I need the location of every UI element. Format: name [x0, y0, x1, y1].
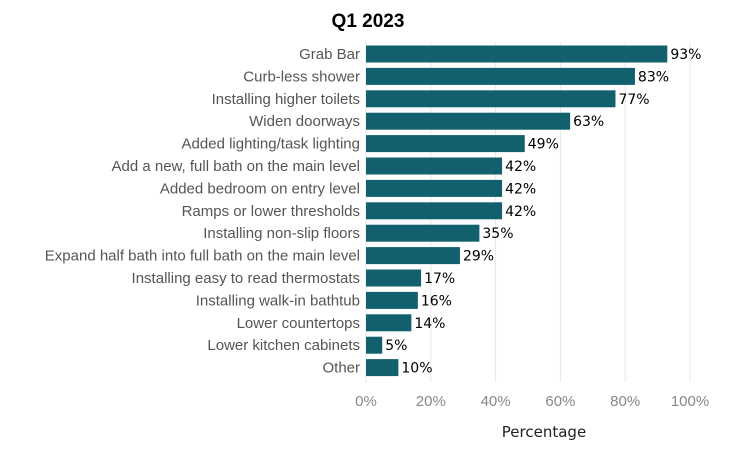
value-labels: 93%83% 77% 63% 49% 42% 42% 42% 35% 29% 17% 16% 14% 5…: [385, 47, 701, 377]
bar: [366, 336, 383, 354]
category-label: Added lighting/task lighting: [182, 136, 360, 153]
bar: [366, 179, 503, 197]
category-label: Installing non-slip floors: [203, 225, 360, 242]
x-axis-label: Percentage: [502, 423, 586, 441]
chart-title: Q1 2023: [332, 11, 405, 32]
bar: [366, 202, 503, 220]
category-label: Expand half bath into full bath on the m…: [45, 248, 360, 265]
category-label: Other: [322, 360, 360, 377]
bar: [366, 112, 571, 130]
bar: [366, 135, 525, 153]
bar: [366, 67, 635, 85]
category-label: Lower countertops: [237, 315, 360, 332]
x-tick-label: 40%: [481, 393, 511, 410]
x-tick-label: 60%: [545, 393, 575, 410]
x-tick-label: 100%: [671, 393, 709, 410]
value-label: 16%: [421, 293, 452, 309]
category-label: Installing higher toilets: [212, 91, 360, 108]
bar: [366, 157, 503, 175]
bar: [366, 224, 480, 242]
bars: [366, 45, 668, 377]
bar: [366, 269, 422, 287]
category-label: Widen doorways: [249, 113, 360, 130]
value-label: 77%: [618, 92, 649, 108]
value-label: 17%: [424, 271, 455, 287]
category-label: Grab Bar: [299, 46, 360, 63]
value-label: 5%: [385, 338, 407, 354]
value-label: 29%: [463, 249, 494, 265]
value-label: 42%: [505, 204, 536, 220]
value-label: 35%: [482, 226, 513, 242]
category-label: Installing walk-in bathtub: [196, 292, 360, 309]
x-tick-label: 80%: [610, 393, 640, 410]
bar: [366, 314, 412, 332]
bar: [366, 90, 616, 108]
value-label: 14%: [414, 316, 445, 332]
x-tick-labels: 0% 20% 40% 60% 80% 100%: [355, 393, 709, 410]
value-label: 10%: [401, 361, 432, 377]
value-label: 93%: [670, 47, 701, 63]
value-label: 42%: [505, 159, 536, 175]
category-labels: Grab Bar Curb-less shower Installing highe…: [45, 46, 360, 377]
category-label: Ramps or lower thresholds: [182, 203, 360, 220]
x-tick-label: 0%: [355, 393, 377, 410]
value-label: 83%: [638, 69, 669, 85]
category-label: Lower kitchen cabinets: [207, 337, 360, 354]
value-label: 42%: [505, 181, 536, 197]
value-label: 63%: [573, 114, 604, 130]
category-label: Installing easy to read thermostats: [132, 270, 360, 287]
x-tick-label: 20%: [416, 393, 446, 410]
bar: [366, 359, 399, 377]
bar: [366, 45, 668, 63]
bar: [366, 291, 418, 309]
category-label: Added bedroom on entry level: [160, 180, 360, 197]
value-label: 49%: [528, 137, 559, 153]
category-label: Curb-less shower: [243, 68, 360, 85]
bar: [366, 247, 460, 265]
category-label: Add a new, full bath on the main level: [112, 158, 361, 175]
